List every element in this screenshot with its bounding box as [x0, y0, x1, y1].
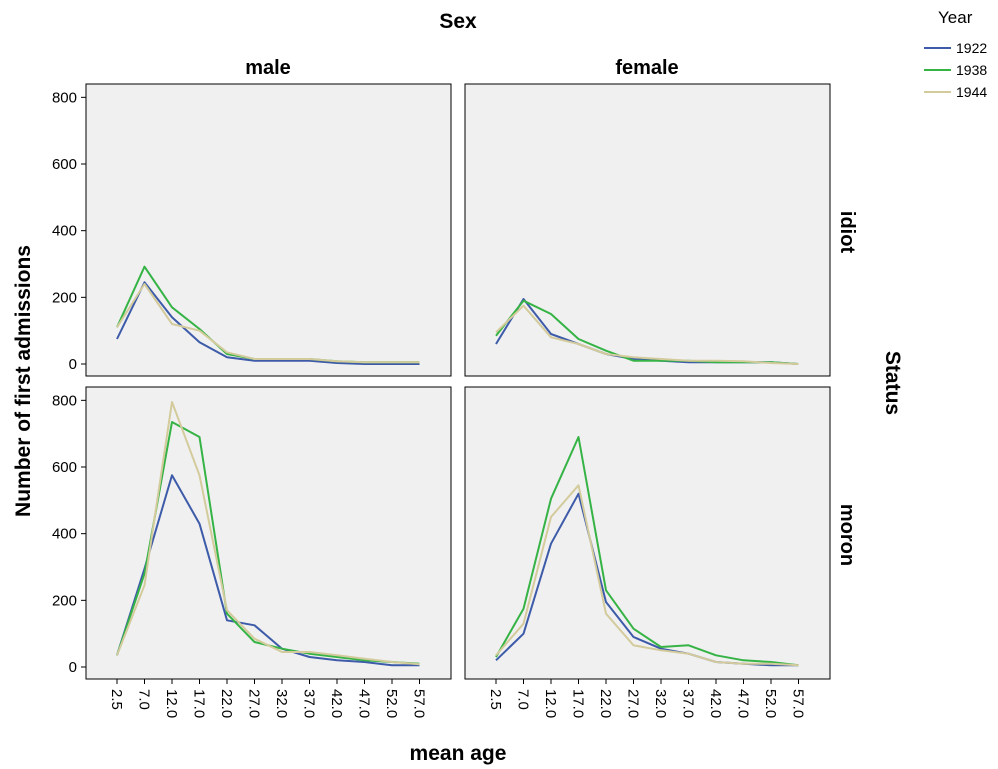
series-line-1944 — [495, 304, 799, 365]
panels: 0 200 400 600 800 0 200 400 600 800 2.5 7.0 12.0 17.0… — [52, 83, 831, 718]
panel-background — [464, 83, 831, 377]
row-label-moron: moron — [836, 504, 858, 566]
x-tick-label: 2.5 — [487, 689, 504, 710]
y-tick-label: 400 — [52, 526, 77, 543]
y-tick-label: 600 — [52, 156, 77, 173]
y-axis-title: Number of first admissions — [12, 245, 35, 517]
x-tick-label: 42.0 — [328, 689, 345, 718]
x-tick-label: 52.0 — [383, 689, 400, 718]
legend-label-1922: 1922 — [956, 40, 987, 56]
x-tick-label: 7.0 — [136, 689, 153, 710]
y-tick-label: 0 — [69, 356, 77, 373]
legend: Year 1922 1938 1944 — [924, 8, 987, 100]
y-tick-label: 200 — [52, 289, 77, 306]
legend-title: Year — [938, 8, 973, 27]
row-label-idiot: idiot — [836, 211, 858, 254]
x-tick-label: 2.5 — [108, 689, 125, 710]
x-tick-label: 47.0 — [735, 689, 752, 718]
x-tick-label: 27.0 — [246, 689, 263, 718]
series-line-1944 — [116, 283, 420, 364]
x-tick-label: 17.0 — [570, 689, 587, 718]
series-line-1938 — [495, 436, 799, 667]
x-tick-label: 32.0 — [652, 689, 669, 718]
panel-moron-male: 0 200 400 600 800 2.5 7.0 12.0 17.0 22.0 27.0 32.0 3… — [52, 386, 452, 718]
panel-idiot-male: 0 200 400 600 800 — [52, 83, 452, 377]
x-tick-label: 12.0 — [542, 689, 559, 718]
x-tick-label: 12.0 — [163, 689, 180, 718]
y-tick-label: 200 — [52, 592, 77, 609]
x-tick-label: 42.0 — [707, 689, 724, 718]
series-line-1922 — [116, 281, 420, 365]
series-line-1922 — [116, 474, 420, 667]
x-tick-label: 57.0 — [790, 689, 807, 718]
series-line-1944 — [116, 401, 420, 666]
x-tick-label: 7.0 — [515, 689, 532, 710]
series-line-1944 — [495, 484, 799, 667]
y-tick-label: 800 — [52, 392, 77, 409]
y-tick-label: 0 — [69, 659, 77, 676]
y-tick-label: 800 — [52, 89, 77, 106]
x-tick-label: 47.0 — [356, 689, 373, 718]
panel-background — [464, 386, 831, 680]
column-label-male: male — [245, 57, 291, 79]
facet-row-title: Status — [881, 351, 904, 415]
legend-label-1938: 1938 — [956, 62, 987, 78]
facet-column-title: Sex — [439, 10, 477, 33]
x-tick-label: 37.0 — [680, 689, 697, 718]
y-tick-label: 600 — [52, 459, 77, 476]
panel-idiot-female — [464, 83, 831, 377]
y-tick-label: 400 — [52, 223, 77, 240]
x-tick-label: 37.0 — [301, 689, 318, 718]
x-tick-label: 22.0 — [597, 689, 614, 718]
legend-label-1944: 1944 — [956, 84, 987, 100]
panel-moron-female: 2.5 7.0 12.0 17.0 22.0 27.0 32.0 37.0 42.0 47.0 52… — [464, 386, 831, 718]
x-tick-label: 52.0 — [762, 689, 779, 718]
panel-background — [85, 83, 452, 377]
x-tick-label: 22.0 — [218, 689, 235, 718]
x-tick-label: 27.0 — [625, 689, 642, 718]
x-tick-label: 32.0 — [273, 689, 290, 718]
panel-background — [85, 386, 452, 680]
column-label-female: female — [615, 57, 678, 79]
x-axis-title: mean age — [410, 742, 507, 765]
x-tick-label: 17.0 — [191, 689, 208, 718]
x-tick-label: 57.0 — [411, 689, 428, 718]
